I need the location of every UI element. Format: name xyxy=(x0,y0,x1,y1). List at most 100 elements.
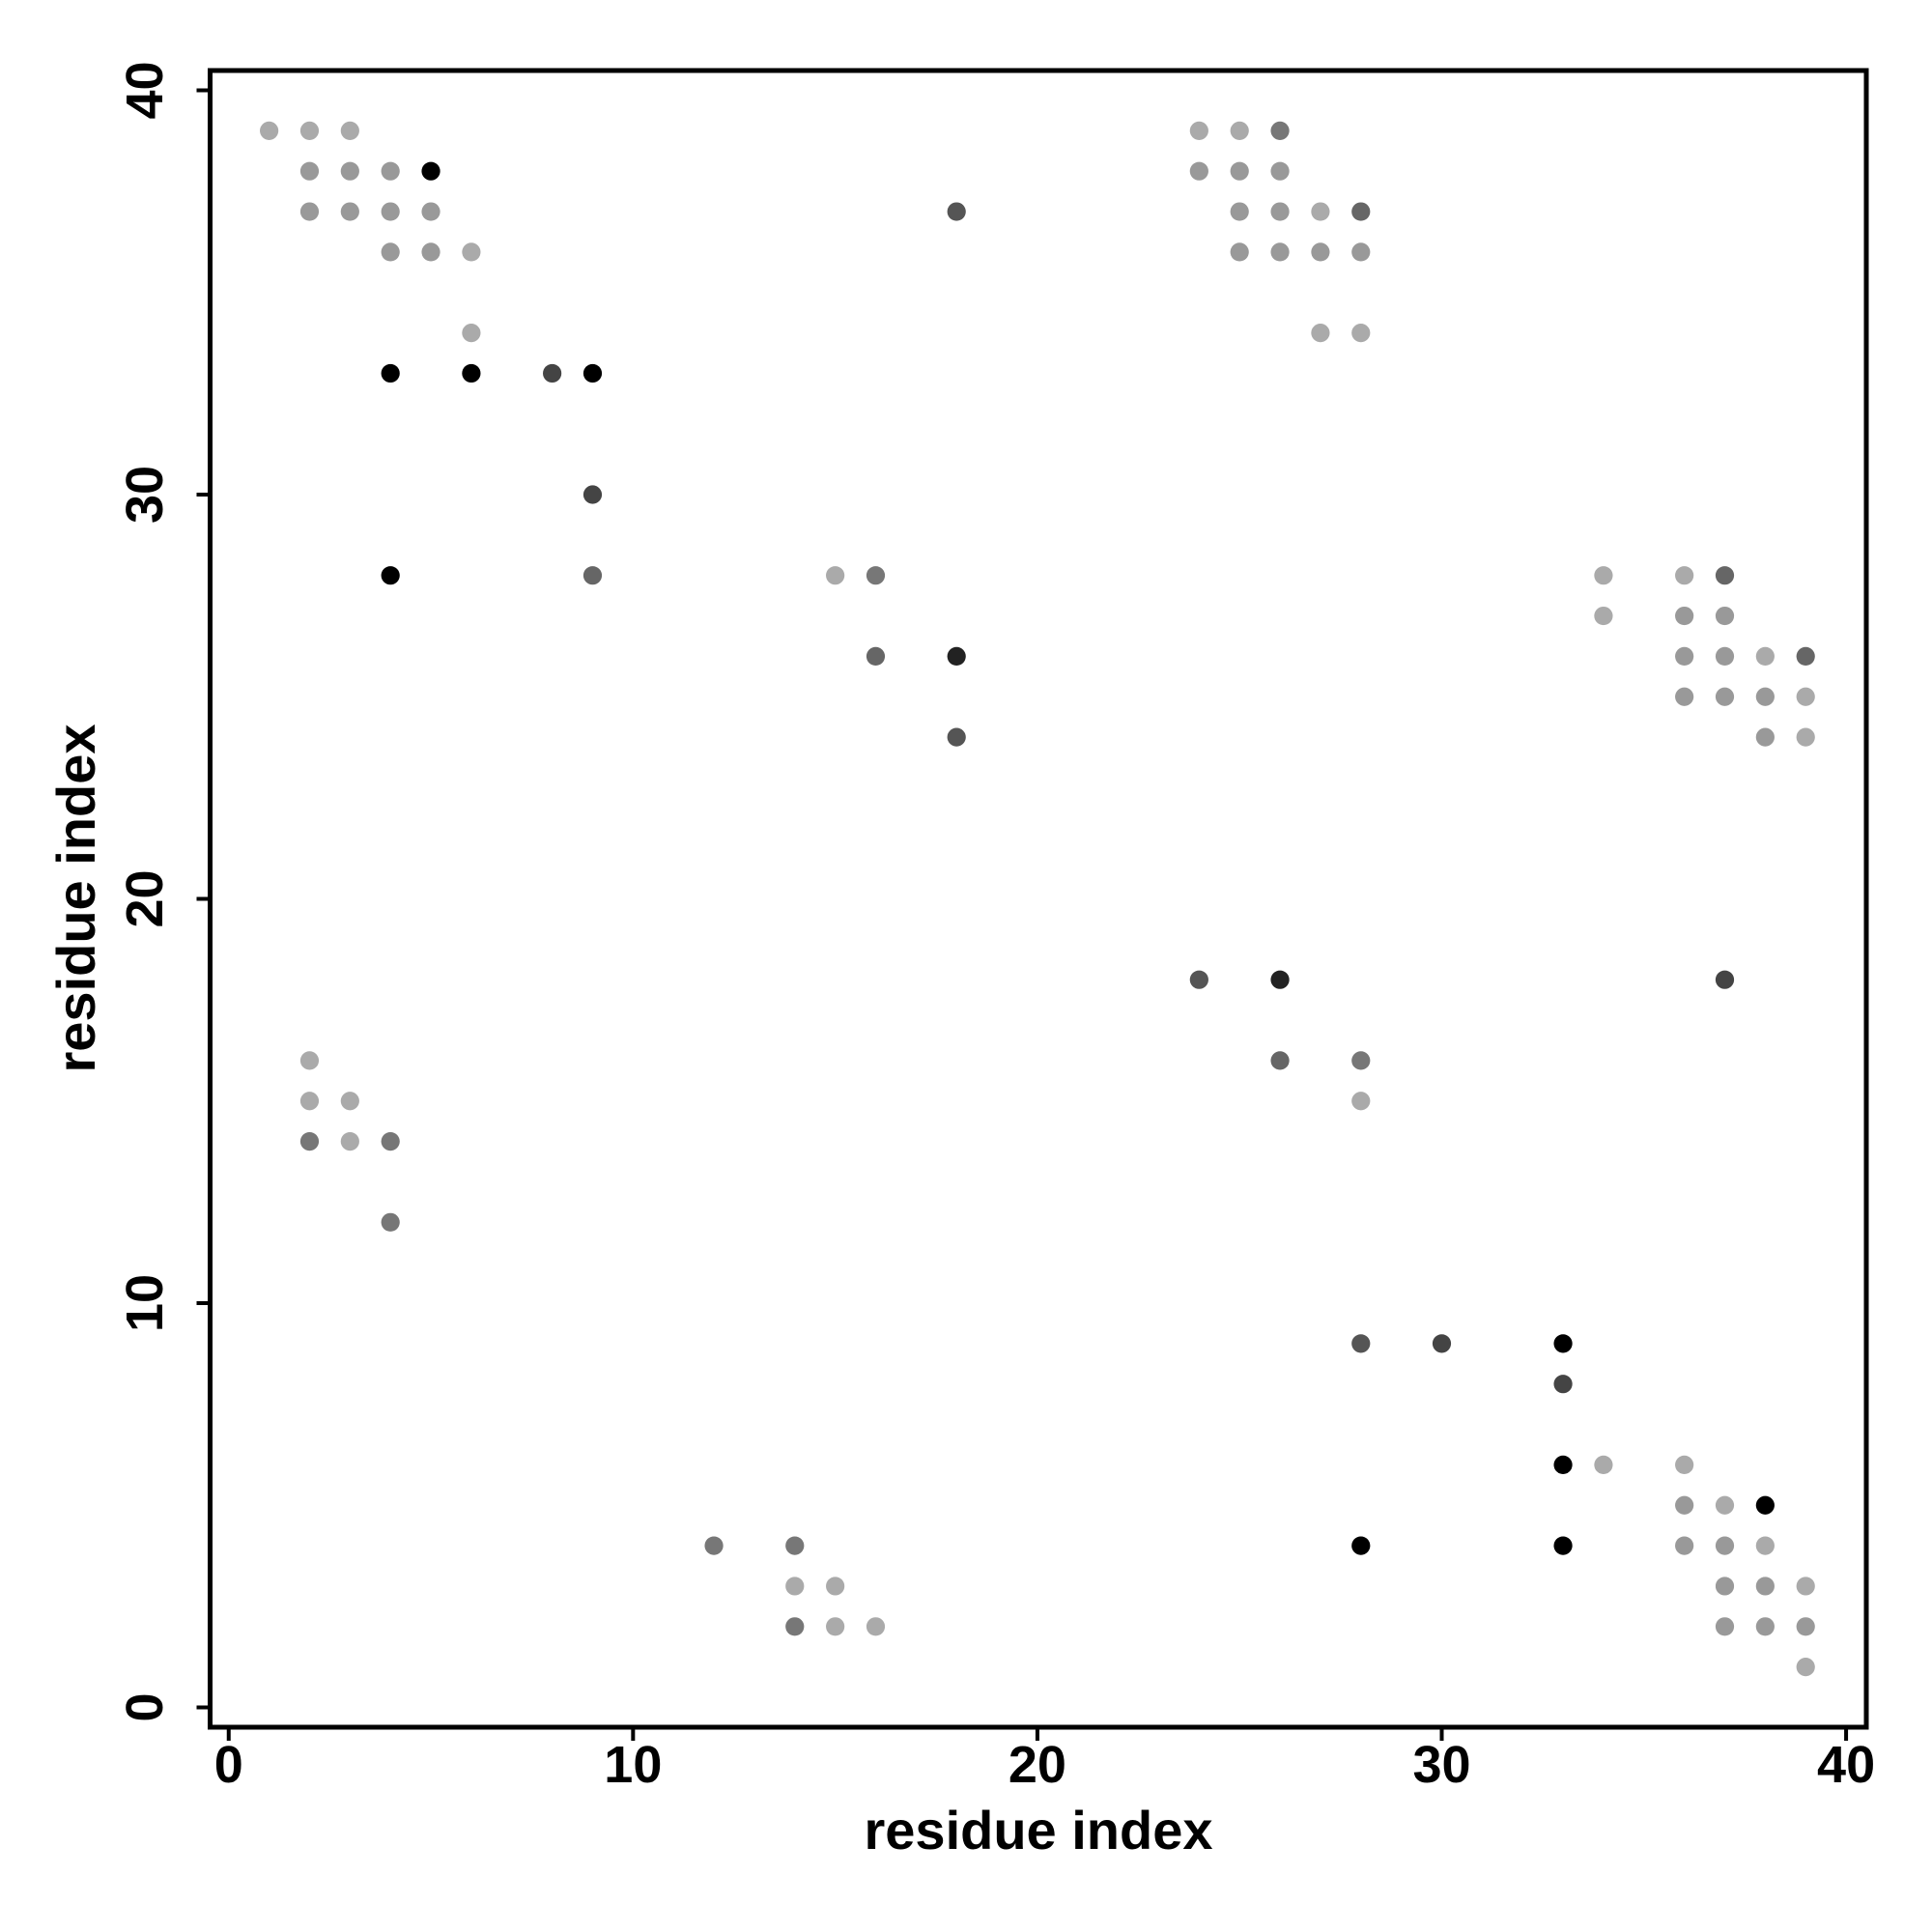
point xyxy=(1189,161,1208,181)
point xyxy=(1755,1617,1775,1636)
point xyxy=(340,202,359,221)
point xyxy=(947,202,966,221)
point xyxy=(1675,1536,1694,1555)
point xyxy=(299,1051,320,1070)
point xyxy=(1351,1334,1371,1353)
point xyxy=(1675,566,1694,585)
point xyxy=(462,242,481,262)
point xyxy=(1755,1495,1775,1515)
y-tick-label: 40 xyxy=(116,61,174,119)
plot-frame xyxy=(208,68,1869,1730)
point xyxy=(1675,606,1694,626)
point xyxy=(1189,121,1208,140)
y-axis-title: residue index xyxy=(45,724,106,1072)
point xyxy=(582,485,603,504)
point xyxy=(826,1577,845,1596)
x-tick-label: 20 xyxy=(1009,1736,1066,1794)
point xyxy=(1675,1455,1694,1474)
point xyxy=(1311,242,1330,262)
point xyxy=(1755,1577,1775,1596)
point xyxy=(1796,646,1815,667)
point xyxy=(1553,1375,1573,1394)
point xyxy=(340,1092,359,1111)
point xyxy=(1594,606,1613,626)
y-tick-label: 10 xyxy=(116,1274,174,1332)
point xyxy=(1270,202,1290,221)
point xyxy=(1715,1577,1735,1596)
point xyxy=(1230,202,1249,221)
point xyxy=(340,121,359,140)
point xyxy=(826,566,845,585)
point xyxy=(462,363,481,384)
point xyxy=(1715,1617,1735,1636)
point xyxy=(1715,687,1735,706)
point xyxy=(1675,646,1694,667)
y-tick-label: 20 xyxy=(116,869,174,927)
x-tick-label: 10 xyxy=(604,1736,662,1794)
point xyxy=(785,1577,805,1596)
point xyxy=(1351,1051,1371,1070)
point xyxy=(1553,1536,1573,1555)
point xyxy=(1715,566,1735,585)
point xyxy=(866,1617,886,1636)
point xyxy=(1675,687,1694,706)
point xyxy=(1715,606,1735,626)
point xyxy=(260,121,279,140)
point xyxy=(1715,970,1735,989)
point xyxy=(1675,1495,1694,1515)
point xyxy=(1351,1536,1371,1555)
point xyxy=(381,161,400,181)
point xyxy=(1270,121,1290,140)
point xyxy=(947,727,966,747)
point xyxy=(704,1536,724,1555)
y-tick-label: 30 xyxy=(116,466,174,524)
point xyxy=(1796,727,1815,747)
point xyxy=(1351,202,1371,221)
point xyxy=(381,202,400,221)
x-tick-label: 40 xyxy=(1817,1736,1875,1794)
point xyxy=(1796,1658,1815,1677)
point xyxy=(1796,687,1815,706)
point xyxy=(1715,646,1735,667)
point xyxy=(866,646,886,667)
point xyxy=(1351,324,1371,343)
point xyxy=(826,1617,845,1636)
point xyxy=(340,1131,359,1151)
point xyxy=(299,1092,320,1111)
point xyxy=(381,363,400,384)
point xyxy=(1755,646,1775,667)
point xyxy=(1230,242,1249,262)
point xyxy=(1270,970,1290,989)
point xyxy=(421,202,440,221)
point xyxy=(1189,970,1208,989)
point xyxy=(1553,1455,1573,1474)
point xyxy=(1594,566,1613,585)
point xyxy=(1755,727,1775,747)
point xyxy=(1432,1334,1452,1353)
point xyxy=(1270,242,1290,262)
point xyxy=(421,161,440,181)
point xyxy=(1715,1536,1735,1555)
point xyxy=(582,566,603,585)
point xyxy=(381,566,400,585)
point xyxy=(1270,161,1290,181)
point xyxy=(1311,202,1330,221)
x-tick-label: 0 xyxy=(214,1736,243,1794)
point xyxy=(299,202,320,221)
point xyxy=(381,242,400,262)
y-tick-label: 0 xyxy=(116,1692,174,1721)
point xyxy=(299,121,320,140)
point xyxy=(1594,1455,1613,1474)
point xyxy=(1715,1495,1735,1515)
point xyxy=(1553,1334,1573,1353)
point xyxy=(1230,121,1249,140)
point xyxy=(299,161,320,181)
point xyxy=(947,646,966,667)
point xyxy=(340,161,359,181)
point xyxy=(785,1536,805,1555)
x-tick-label: 30 xyxy=(1412,1736,1470,1794)
point xyxy=(582,363,603,384)
point xyxy=(866,566,886,585)
point xyxy=(381,1212,400,1232)
